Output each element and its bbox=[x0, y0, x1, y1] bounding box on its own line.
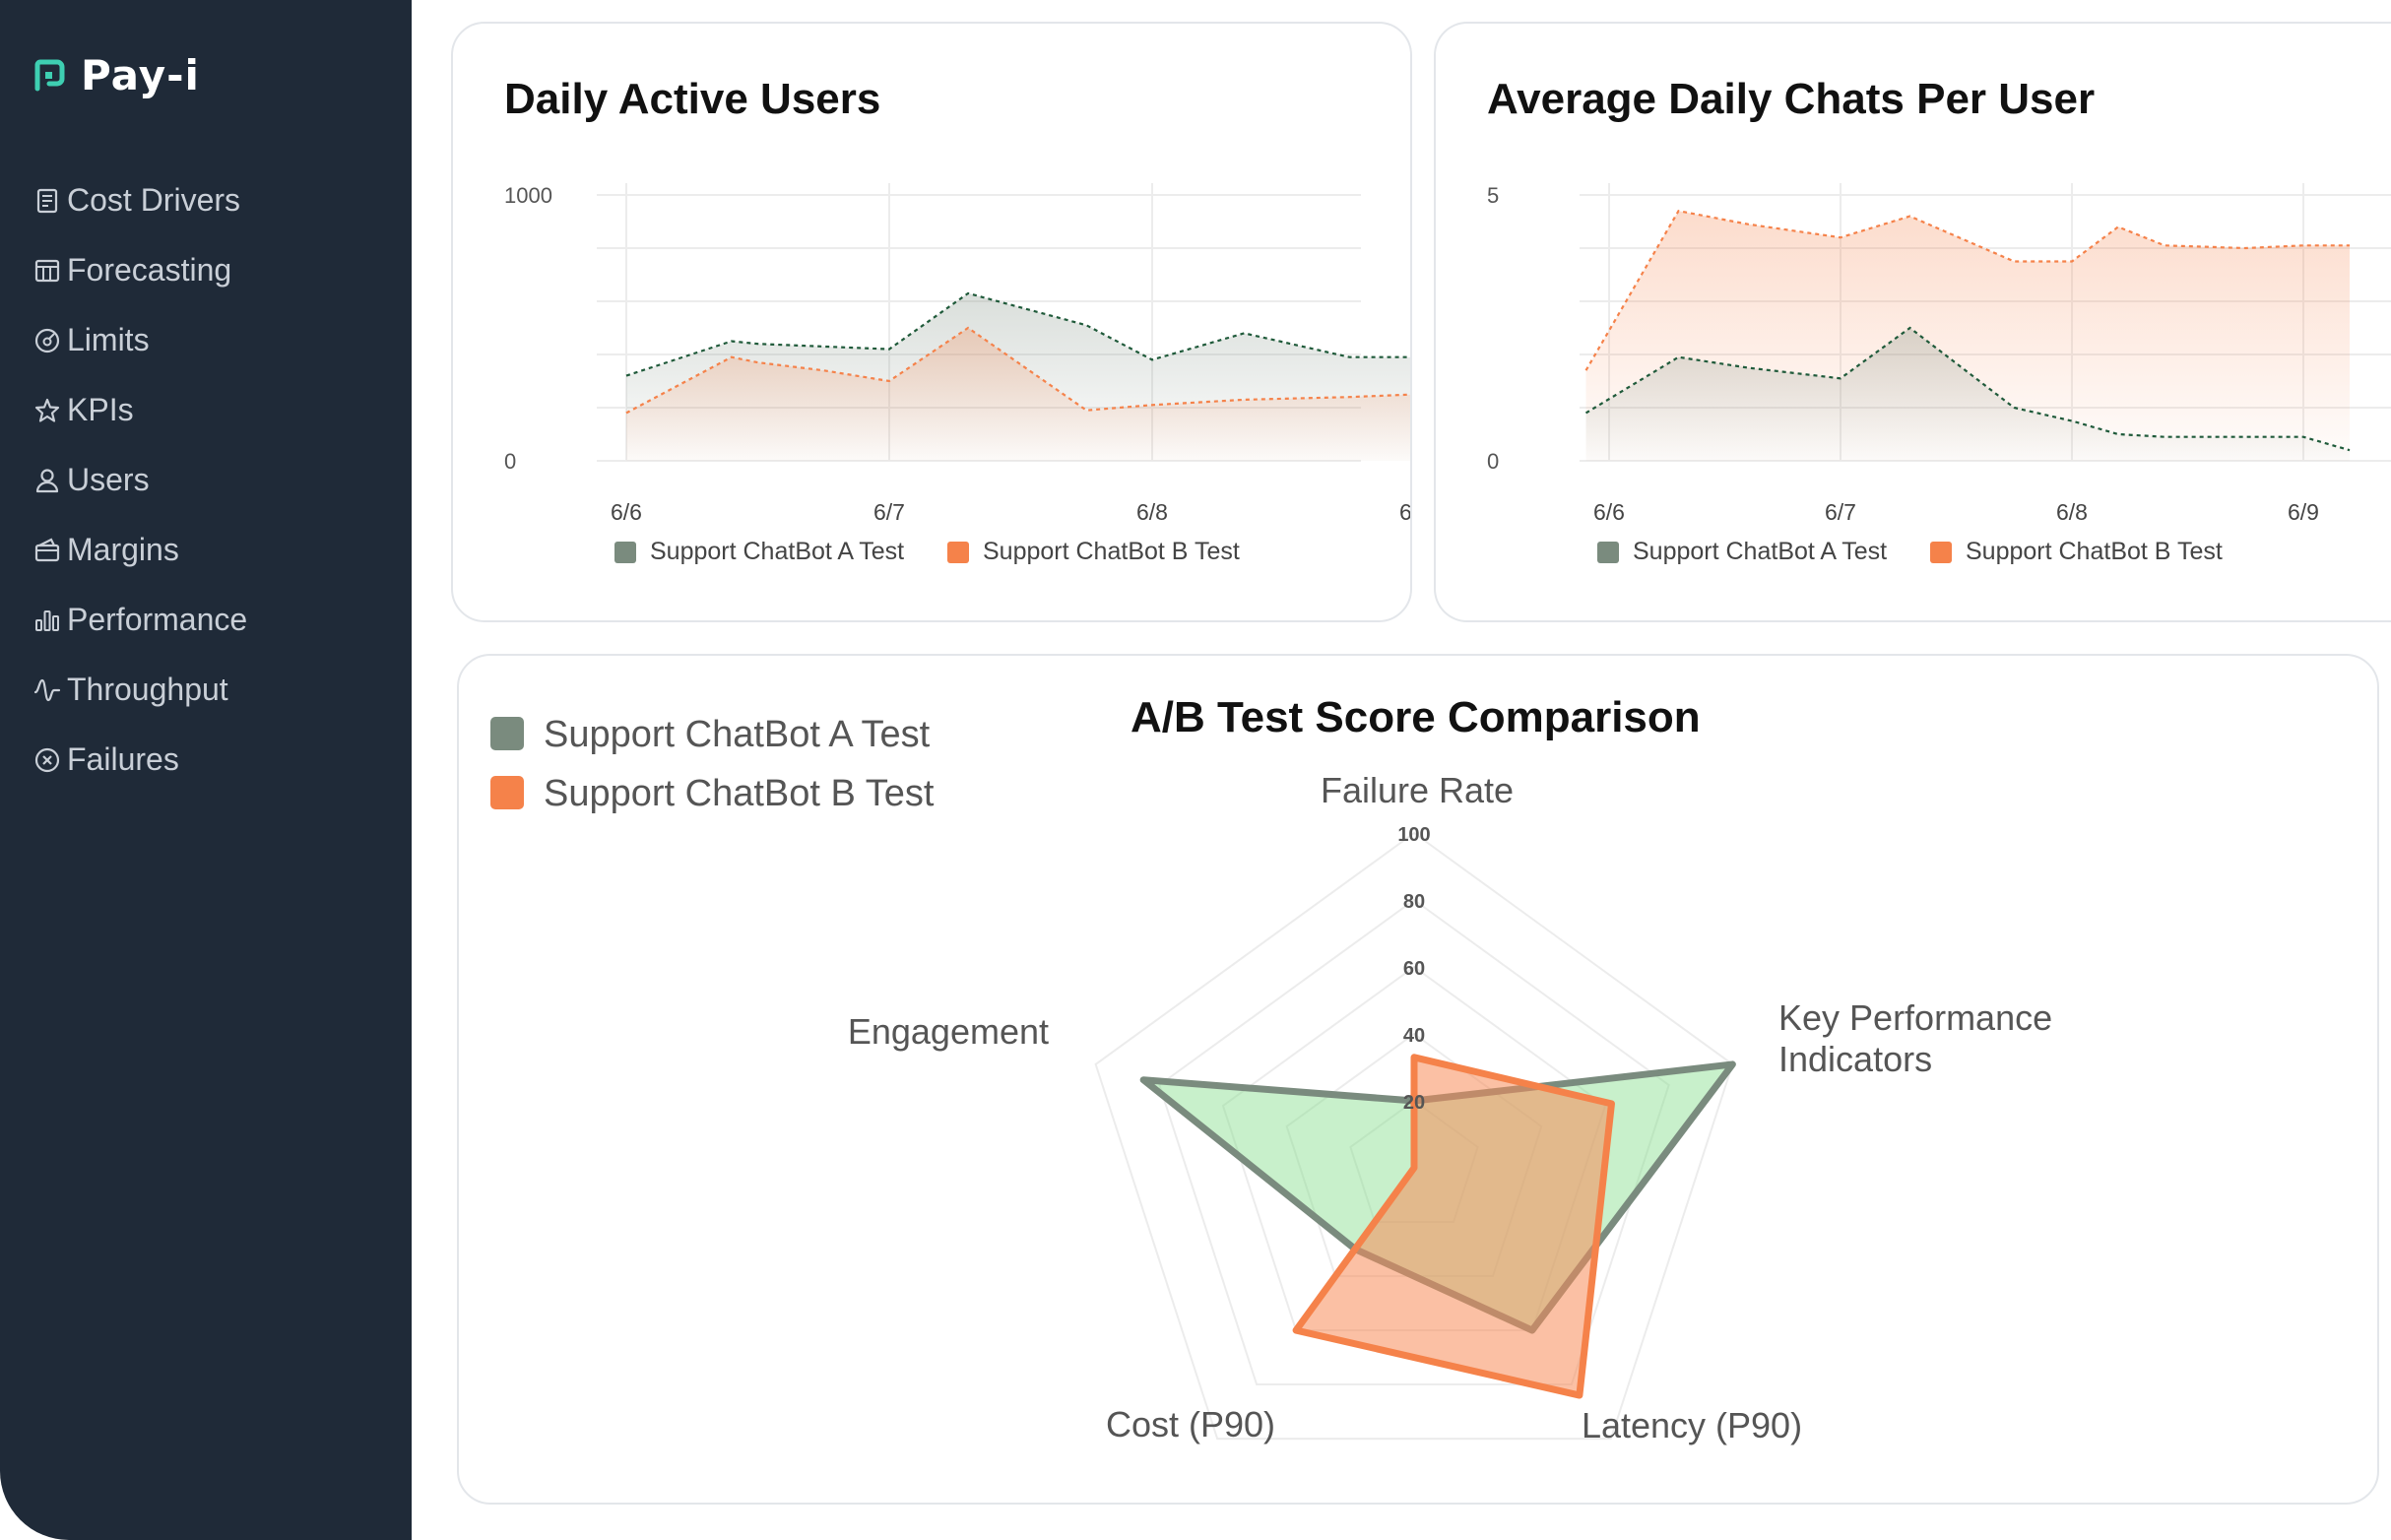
chart-title: Average Daily Chats Per User bbox=[1487, 75, 2096, 123]
sidebar-item-performance[interactable]: Performance bbox=[33, 585, 247, 655]
legend-swatch bbox=[1930, 542, 1952, 563]
star-icon bbox=[34, 398, 60, 422]
sidebar-item-label: Cost Drivers bbox=[67, 182, 241, 218]
sidebar-item-label: Forecasting bbox=[67, 252, 232, 288]
legend-swatch bbox=[947, 542, 969, 563]
series-line-a bbox=[1584, 326, 2351, 452]
x-tick-label: 6/9 bbox=[2288, 499, 2319, 525]
sidebar-item-throughput[interactable]: Throughput bbox=[33, 655, 247, 725]
wallet-icon bbox=[34, 538, 60, 561]
avg-daily-chats-card: Average Daily Chats Per User 5 0 6/6 6/7 6/8… bbox=[1434, 22, 2391, 622]
radar-axis-label: Latency (P90) bbox=[1582, 1405, 1802, 1445]
daily-active-users-chart: 1000 0 6/6 6/7 6/8 6/9 Support ChatBot A Test S… bbox=[504, 183, 1410, 565]
legend-label: Support ChatBot B Test bbox=[544, 773, 935, 814]
legend-swatch bbox=[490, 717, 524, 750]
sidebar-item-users[interactable]: Users bbox=[33, 445, 247, 515]
sidebar-item-kpis[interactable]: KPIs bbox=[33, 375, 247, 445]
radar-axis-label: Engagement bbox=[848, 1011, 1049, 1052]
radar-tick-label: 60 bbox=[1403, 958, 1425, 980]
sidebar-item-limits[interactable]: Limits bbox=[33, 305, 247, 375]
sidebar-item-label: Margins bbox=[67, 532, 179, 567]
radar-axis-label: Cost (P90) bbox=[1106, 1404, 1275, 1444]
series-area-a bbox=[1585, 328, 2350, 461]
sidebar-nav: Cost Drivers Forecasting Limits KPIs Users Ma… bbox=[33, 165, 247, 795]
sidebar-item-forecasting[interactable]: Forecasting bbox=[33, 235, 247, 305]
radar-axis-label: Key Performance bbox=[1778, 997, 2052, 1038]
x-tick-label: 6/6 bbox=[1593, 499, 1625, 525]
sidebar-item-label: Failures bbox=[67, 741, 179, 777]
radar-tick-label: 40 bbox=[1403, 1025, 1425, 1047]
gauge-icon bbox=[34, 328, 60, 353]
legend-label: Support ChatBot B Test bbox=[1966, 538, 2223, 565]
legend-swatch bbox=[490, 776, 524, 809]
chart-title: Daily Active Users bbox=[504, 75, 881, 123]
radar-tick-label: 100 bbox=[1397, 824, 1430, 846]
chart-title: A/B Test Score Comparison bbox=[1131, 693, 1701, 741]
logo[interactable]: Pay-i bbox=[30, 51, 200, 99]
user-icon bbox=[35, 468, 59, 492]
x-tick-label: 6/6 bbox=[611, 499, 642, 525]
sidebar-item-cost-drivers[interactable]: Cost Drivers bbox=[33, 165, 247, 235]
radar-axis-label: Indicators bbox=[1778, 1039, 1932, 1079]
series-line-b bbox=[1584, 209, 2350, 371]
avg-daily-chats-chart: 5 0 6/6 6/7 6/8 6/9 Support ChatBot A Test Supp… bbox=[1487, 183, 2391, 565]
sidebar: Pay-i Cost Drivers Forecasting Limits KPIs U… bbox=[0, 0, 412, 1540]
receipt-icon bbox=[36, 188, 58, 213]
brand-name: Pay-i bbox=[81, 51, 200, 99]
radar-grid-ring bbox=[1094, 831, 1734, 1441]
radar-grid-ring bbox=[1158, 898, 1670, 1386]
y-tick-label: 0 bbox=[1487, 449, 1499, 474]
radar-tick-label: 80 bbox=[1403, 891, 1425, 913]
series-area-b bbox=[626, 328, 1410, 461]
sidebar-item-label: Throughput bbox=[67, 672, 228, 707]
bar-chart-icon bbox=[35, 610, 59, 631]
pulse-icon bbox=[33, 678, 61, 701]
legend-label: Support ChatBot A Test bbox=[650, 538, 904, 565]
ab-test-radar-chart: 20 40 60 80 100 Failure Rate Key PerformanceIn… bbox=[490, 714, 2052, 1445]
legend-label: Support ChatBot A Test bbox=[544, 714, 931, 755]
radar-series-b bbox=[1292, 1054, 1615, 1399]
grid-table-icon bbox=[34, 259, 60, 282]
sidebar-item-label: KPIs bbox=[67, 392, 134, 427]
legend-label: Support ChatBot A Test bbox=[1633, 538, 1887, 565]
x-tick-label: 6/7 bbox=[873, 499, 905, 525]
sidebar-item-label: Users bbox=[67, 462, 150, 497]
sidebar-item-failures[interactable]: Failures bbox=[33, 725, 247, 795]
radar-axis-label: Failure Rate bbox=[1321, 770, 1514, 810]
x-tick-label: 6/8 bbox=[1136, 499, 1168, 525]
sidebar-item-margins[interactable]: Margins bbox=[33, 515, 247, 585]
ab-test-comparison-card: A/B Test Score Comparison 20 40 60 80 100 Fai… bbox=[457, 654, 2379, 1505]
x-tick-label: 6/9 bbox=[1399, 499, 1410, 525]
y-tick-label: 1000 bbox=[504, 183, 552, 208]
sidebar-item-label: Limits bbox=[67, 322, 150, 357]
daily-active-users-card: Daily Active Users 1000 0 6/6 6/7 6/8 6/9 Supp… bbox=[451, 22, 1412, 622]
x-tick-label: 6/8 bbox=[2056, 499, 2088, 525]
legend-swatch bbox=[614, 542, 636, 563]
x-circle-icon bbox=[34, 747, 60, 772]
radar-tick-label: 20 bbox=[1403, 1092, 1425, 1114]
x-tick-label: 6/7 bbox=[1825, 499, 1856, 525]
legend-swatch bbox=[1597, 542, 1619, 563]
pay-i-logo-icon bbox=[34, 59, 65, 91]
y-tick-label: 0 bbox=[504, 449, 516, 474]
y-tick-label: 5 bbox=[1487, 183, 1499, 208]
series-line-a bbox=[625, 291, 1410, 377]
legend-label: Support ChatBot B Test bbox=[983, 538, 1240, 565]
sidebar-item-label: Performance bbox=[67, 602, 248, 637]
